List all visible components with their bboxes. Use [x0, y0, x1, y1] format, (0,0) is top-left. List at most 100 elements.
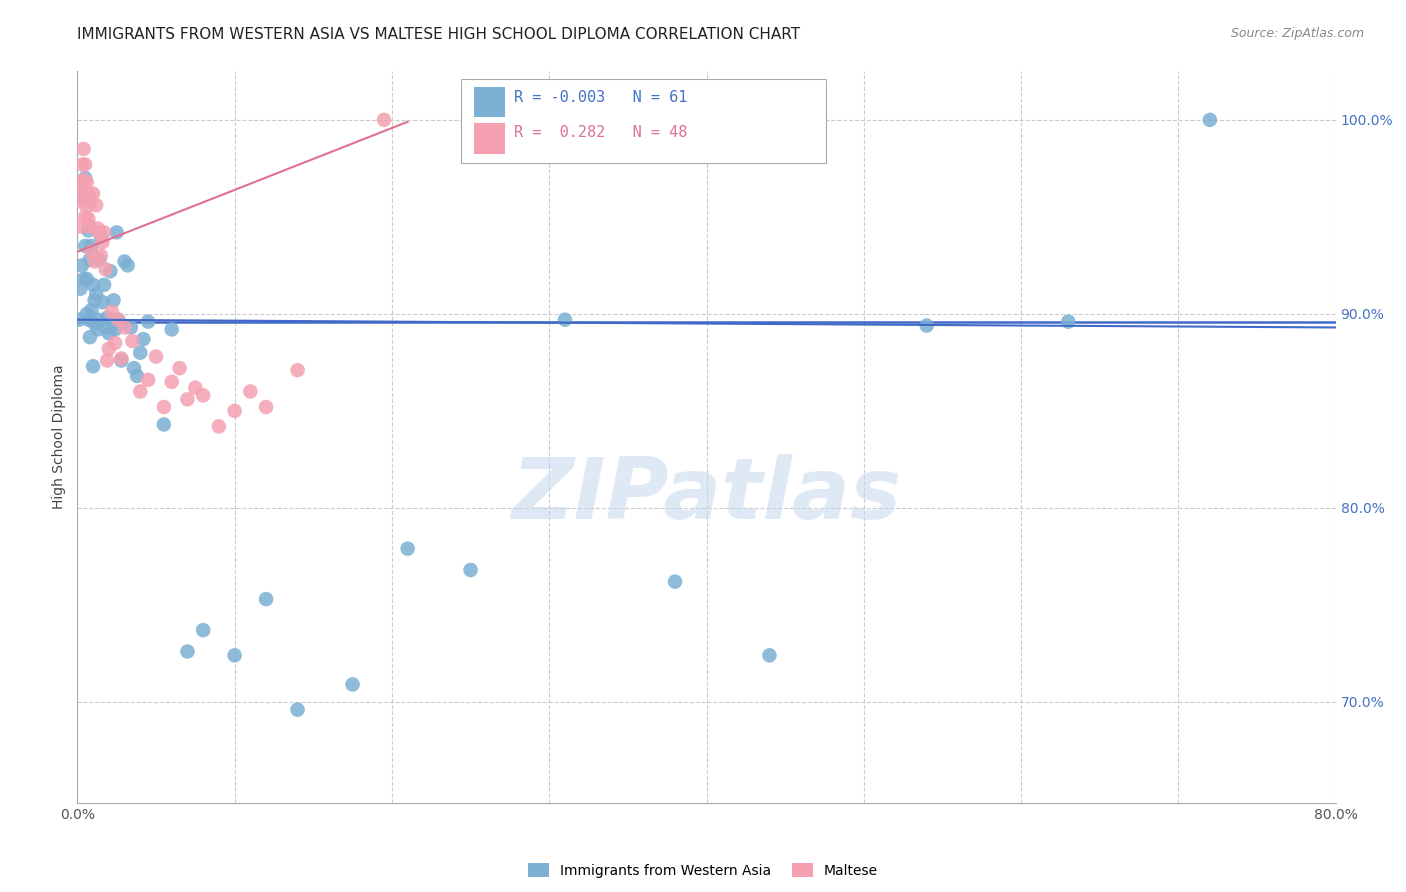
Point [94, 320, 117, 334]
Point [76, 272, 98, 286]
Point [90, 249, 112, 263]
Point [664, 574, 686, 589]
Bar [474, 87, 505, 118]
Point [191, 623, 215, 637]
Point [554, 312, 576, 326]
Point [67, 177, 90, 191]
Point [97, 342, 120, 356]
Point [69, 219, 91, 234]
Point [107, 312, 129, 326]
Point [104, 322, 127, 336]
Bar [474, 123, 505, 154]
Point [72, 272, 94, 286]
Text: IMMIGRANTS FROM WESTERN ASIA VS MALTESE HIGH SCHOOL DIPLOMA CORRELATION CHART: IMMIGRANTS FROM WESTERN ASIA VS MALTESE … [77, 27, 800, 42]
Point [70, 259, 93, 273]
Point [89, 226, 111, 240]
Point [70, 185, 93, 199]
Point [72, 173, 94, 187]
Point [101, 305, 124, 319]
Point [132, 332, 155, 346]
Point [67, 312, 90, 326]
Text: R = -0.003   N = 61: R = -0.003 N = 61 [515, 90, 688, 104]
Point [97, 326, 120, 341]
Point [342, 677, 364, 691]
Point [96, 353, 118, 368]
Point [104, 336, 127, 351]
Point [184, 381, 207, 395]
Point [110, 353, 132, 368]
Legend: Immigrants from Western Asia, Maltese: Immigrants from Western Asia, Maltese [523, 857, 883, 883]
Point [76, 200, 98, 214]
Point [70, 157, 93, 171]
Point [460, 563, 482, 577]
Point [191, 388, 215, 402]
Point [101, 315, 124, 329]
Point [107, 312, 129, 326]
Point [1057, 315, 1080, 329]
Point [208, 419, 231, 434]
Point [79, 330, 101, 344]
Point [105, 226, 128, 240]
Point [79, 194, 101, 209]
Point [70, 190, 93, 204]
Point [77, 186, 100, 201]
Point [69, 194, 91, 209]
Point [91, 235, 114, 249]
FancyBboxPatch shape [461, 78, 827, 162]
Point [110, 351, 132, 366]
Point [136, 315, 159, 329]
Point [84, 198, 107, 212]
Point [1199, 112, 1222, 127]
Text: ZIPatlas: ZIPatlas [512, 454, 901, 537]
Point [239, 384, 262, 399]
Point [98, 264, 121, 278]
Point [103, 293, 125, 308]
Point [83, 254, 105, 268]
Point [254, 400, 277, 414]
Point [75, 210, 97, 224]
Point [72, 142, 94, 156]
Point [117, 259, 139, 273]
Y-axis label: High School Diploma: High School Diploma [52, 365, 66, 509]
Point [82, 277, 104, 292]
Point [224, 648, 246, 663]
Point [287, 363, 309, 377]
Point [127, 368, 149, 383]
Point [75, 171, 97, 186]
Point [396, 541, 419, 556]
Point [75, 157, 97, 171]
Point [96, 310, 118, 325]
Point [160, 375, 183, 389]
Point [80, 244, 103, 259]
Point [75, 239, 97, 253]
Point [169, 361, 191, 376]
Point [91, 295, 114, 310]
Point [176, 392, 198, 407]
Point [129, 345, 152, 359]
Point [287, 703, 309, 717]
Point [176, 644, 198, 658]
Point [114, 320, 136, 334]
Point [89, 252, 111, 267]
Point [94, 262, 117, 277]
Point [758, 648, 780, 663]
Point [80, 239, 103, 253]
Point [76, 175, 98, 189]
Point [129, 384, 152, 399]
Point [145, 350, 167, 364]
Point [84, 287, 107, 301]
Point [90, 229, 112, 244]
Point [77, 211, 100, 226]
Point [120, 320, 142, 334]
Point [79, 252, 101, 267]
Point [87, 322, 110, 336]
Point [79, 219, 101, 234]
Point [254, 592, 277, 607]
Point [160, 322, 183, 336]
Point [87, 221, 110, 235]
Point [77, 223, 100, 237]
Point [121, 334, 143, 348]
Point [136, 373, 159, 387]
Point [83, 293, 105, 308]
Point [122, 361, 145, 376]
